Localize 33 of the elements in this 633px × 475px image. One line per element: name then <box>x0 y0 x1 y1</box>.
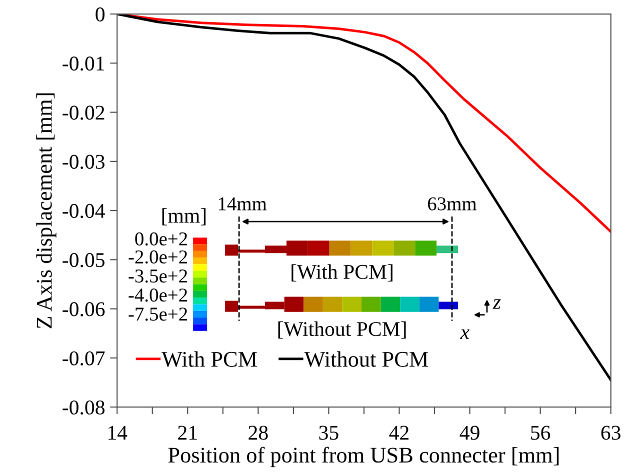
annotation: z <box>492 299 501 309</box>
y-tick-label: -0.07 <box>62 351 105 366</box>
y-tick-label: -0.04 <box>62 204 105 218</box>
y-tick-label: -0.02 <box>62 106 104 120</box>
annotation: x <box>460 329 470 339</box>
x-axis-title: Position of point from USB connecter [mm] <box>168 446 559 468</box>
legend-label: With PCM <box>162 351 257 367</box>
y-tick-label: -0.08 <box>62 400 105 415</box>
x-tick-label: 49 <box>460 426 480 440</box>
y-tick-label: -0.01 <box>62 56 104 71</box>
x-tick-label: 14 <box>108 426 128 440</box>
annotation: -3.5e+2 <box>128 270 188 283</box>
x-tick-label: 56 <box>531 426 550 440</box>
annotation: -2.0e+2 <box>128 250 188 264</box>
x-tick-label: 35 <box>319 426 338 440</box>
annotation: [Without PCM] <box>278 321 406 339</box>
x-tick-label: 21 <box>178 426 197 440</box>
y-tick-label: -0.06 <box>62 302 105 316</box>
annotation: 14mm <box>218 197 267 210</box>
annotation: -7.5e+2 <box>128 308 188 321</box>
annotation: [With PCM] <box>292 264 392 282</box>
x-tick-label: 63 <box>601 426 620 440</box>
annotation: 0.0e+2 <box>135 232 188 246</box>
x-tick-label: 42 <box>389 426 409 440</box>
y-tick-label: -0.03 <box>62 154 104 169</box>
y-tick-label: -0.05 <box>62 253 104 268</box>
annotation: 63mm <box>428 197 477 210</box>
annotation: [mm] <box>162 208 206 226</box>
y-tick-label: 0 <box>96 7 105 22</box>
legend-label: Without PCM <box>304 351 428 367</box>
x-tick-label: 28 <box>248 426 268 440</box>
annotation: -4.0e+2 <box>128 288 188 302</box>
y-axis-title: Z Axis displacement [mm] <box>36 93 56 328</box>
